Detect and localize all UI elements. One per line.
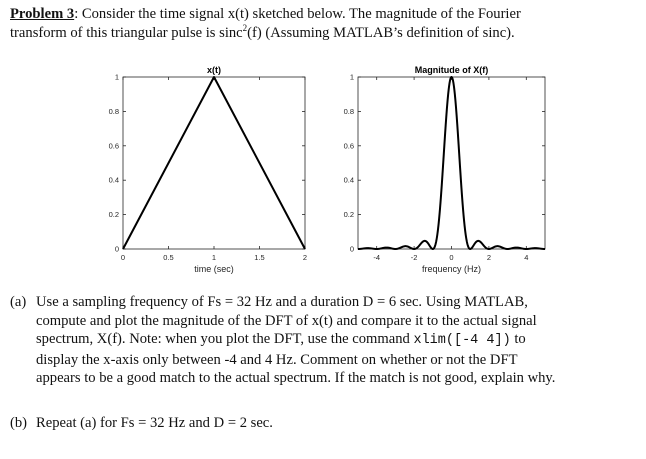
- part-a: (a) Use a sampling frequency of Fs = 32 …: [10, 293, 636, 388]
- problem-statement: Problem 3: Consider the time signal x(t)…: [10, 5, 640, 43]
- x-tick-label: 0: [449, 253, 453, 262]
- problem-text-1: Consider the time signal x(t) sketched b…: [78, 6, 521, 22]
- part-a-label: (a): [10, 294, 27, 310]
- plots-figure: 0 0.5 1 1.5 200.20.40.60.81x(t)time (sec)-4-…: [109, 65, 546, 274]
- chart-freq: -4 -2 0 2 4 0 0.2 0.4 0.6 0.8 1 Magnitude of X(f) fr…: [344, 65, 546, 274]
- problem-heading: Problem 3: [10, 6, 75, 22]
- y-tick-label: 0.6: [109, 141, 119, 150]
- part-a-line-4: display the x-axis only between -4 and 4…: [36, 351, 518, 368]
- part-a-line-3: spectrum, X(f). Note: when you plot the …: [36, 330, 636, 351]
- part-a-line-2: compute and plot the magnitude of the DF…: [36, 312, 537, 329]
- x-tick-label: 2: [487, 253, 491, 262]
- y-tick-label: 0.2: [344, 210, 354, 219]
- y-tick-label: 1: [115, 73, 119, 82]
- y-tick-label: 0.4: [109, 176, 119, 185]
- series-line: [122, 76, 306, 250]
- y-tick-label: 0.4: [344, 176, 354, 185]
- y-tick-label: 1: [350, 73, 354, 82]
- plot-frame: [122, 76, 306, 250]
- part-b: (b) Repeat (a) for Fs = 32 Hz and D = 2 …: [10, 414, 636, 433]
- x-tick-label: 1.5: [254, 253, 264, 262]
- part-b-line-1: Repeat (a) for Fs = 32 Hz and D = 2 sec.: [36, 415, 273, 431]
- x-axis-label: frequency (Hz): [422, 264, 481, 274]
- chart-time: 0 0.5 1 1.5 2 0 0.2 0.4 0.6 0.8 1 x(t) time (sec): [109, 65, 308, 274]
- part-a-text-3: spectrum, X(f). Note: when you plot the …: [36, 331, 414, 347]
- x-tick-label: 2: [303, 253, 307, 262]
- x-tick-label: 1: [212, 253, 216, 262]
- y-tick-label: 0: [115, 245, 119, 254]
- x-tick-label: 0.5: [163, 253, 173, 262]
- problem-line-2: transform of this triangular pulse is si…: [10, 24, 640, 43]
- x-tick-label: -2: [411, 253, 418, 262]
- chart-title: x(t): [207, 65, 221, 75]
- x-tick-label: -4: [373, 253, 380, 262]
- part-a-text-3-end: to: [510, 331, 526, 347]
- problem-text-2b: (f) (Assuming MATLAB’s definition of sin…: [247, 25, 515, 41]
- y-tick-label: 0.6: [344, 141, 354, 150]
- problem-line-1: Problem 3: Consider the time signal x(t)…: [10, 5, 640, 24]
- superscript: 2: [242, 23, 248, 34]
- x-tick-label: 0: [121, 253, 125, 262]
- chart-title: Magnitude of X(f): [415, 65, 489, 75]
- y-tick-label: 0: [350, 245, 354, 254]
- y-tick-label: 0.8: [344, 107, 354, 116]
- plot-frame: [357, 76, 546, 250]
- y-tick-label: 0.8: [109, 107, 119, 116]
- y-tick-label: 0.2: [109, 210, 119, 219]
- part-a-line-5: appears to be a good match to the actual…: [36, 370, 556, 386]
- problem-text-2a: transform of this triangular pulse is si…: [10, 25, 243, 41]
- x-axis-label: time (sec): [194, 264, 234, 274]
- part-b-label: (b): [10, 415, 28, 431]
- xlim-command: xlim([-4 4]): [413, 333, 511, 348]
- x-tick-label: 4: [524, 253, 528, 262]
- series-line: [357, 76, 546, 250]
- heading-colon: :: [74, 6, 79, 22]
- part-a-line-1: Use a sampling frequency of Fs = 32 Hz a…: [36, 294, 528, 310]
